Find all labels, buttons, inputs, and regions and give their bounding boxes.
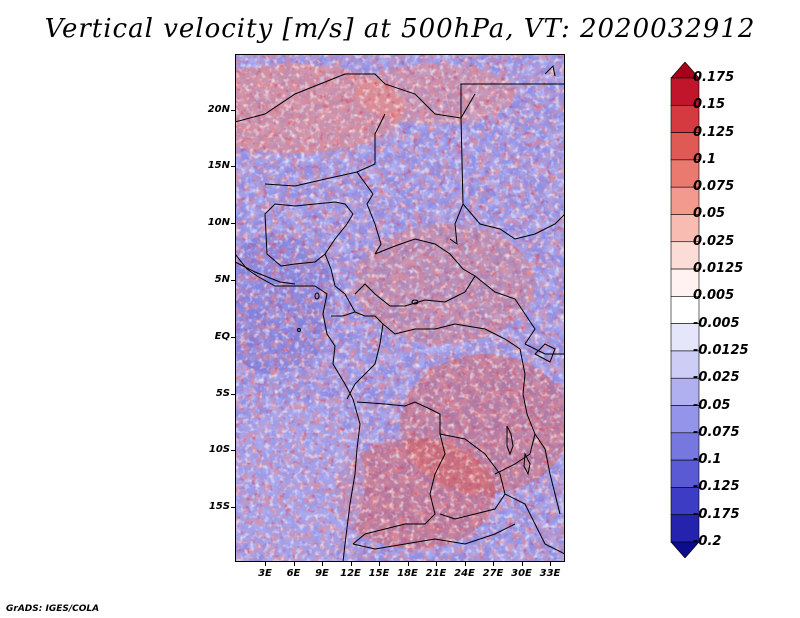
lon-label-24e: 24E (454, 568, 475, 579)
country-borders (235, 64, 565, 562)
colorbar-label: -0.0125 (693, 342, 749, 358)
colorbar-swatch (670, 214, 700, 243)
map-panel (235, 54, 565, 562)
lon-tick (322, 562, 323, 566)
colorbar-swatch (670, 186, 700, 215)
lat-label-10n: 10N (207, 217, 230, 228)
lon-tick (550, 562, 551, 566)
colorbar-swatch (670, 377, 700, 406)
lat-label-5s: 5S (215, 388, 230, 399)
colorbar (670, 62, 700, 558)
noise-white-layer (235, 54, 565, 562)
lon-label-18e: 18E (397, 568, 418, 579)
lon-label-12e: 12E (340, 568, 361, 579)
colorbar-swatch (670, 487, 700, 516)
lat-label-20n: 20N (207, 104, 230, 115)
colorbar-swatch (670, 268, 700, 297)
colorbar-label: 0.125 (693, 124, 735, 140)
lat-label-eq: EQ (214, 331, 230, 342)
colorbar-label: 0.1 (693, 151, 717, 167)
colorbar-label: 0.05 (693, 206, 726, 222)
colorbar-swatch (670, 514, 700, 543)
map-title: Vertical velocity [m/s] at 500hPa, VT: 2… (44, 14, 756, 44)
colorbar-label: 0.025 (693, 233, 735, 249)
colorbar-swatch (670, 132, 700, 161)
lat-label-5n: 5N (214, 274, 230, 285)
lon-label-3e: 3E (258, 568, 272, 579)
colorbar-label: -0.2 (693, 534, 722, 549)
lon-tick (436, 562, 437, 566)
lat-tick (231, 337, 235, 338)
lon-label-15e: 15E (368, 568, 390, 579)
lat-label-10s: 10S (208, 444, 230, 455)
colorbar-swatch (670, 104, 700, 133)
colorbar-swatch (670, 541, 700, 558)
lon-tick (493, 562, 494, 566)
lon-label-30e: 30E (511, 568, 532, 579)
lon-tick (521, 562, 523, 566)
lon-tick (293, 562, 295, 566)
lat-label-15s: 15S (208, 501, 230, 512)
lon-tick (350, 562, 352, 566)
lat-tick (231, 394, 235, 395)
colorbar-label: -0.005 (693, 315, 740, 331)
lat-tick (231, 223, 235, 224)
colorbar-label: 0.075 (693, 179, 735, 195)
lat-label-15n: 15N (207, 160, 230, 171)
colorbar-label: 0.0125 (693, 261, 744, 277)
lat-tick (231, 110, 235, 111)
lat-tick (231, 450, 235, 451)
lon-label-6e: 6E (286, 568, 301, 579)
grads-credit: GrADS: IGES/COLA (6, 604, 100, 614)
colorbar-swatch (670, 323, 700, 352)
lon-tick (464, 562, 466, 566)
colorbar-swatch (670, 350, 700, 379)
colorbar-label: -0.075 (693, 424, 740, 440)
colorbar-swatch (670, 405, 700, 434)
colorbar-label: 0.005 (693, 288, 735, 304)
lat-tick (231, 166, 235, 167)
colorbar-label: -0.125 (693, 479, 740, 495)
map-frame (235, 54, 565, 562)
colorbar-label: -0.1 (693, 452, 722, 468)
lon-label-27e: 27E (482, 568, 504, 579)
colorbar-label: -0.175 (693, 506, 740, 522)
colorbar-swatch (670, 459, 700, 488)
lon-tick (265, 562, 266, 566)
colorbar-swatch (670, 241, 700, 270)
lat-tick (231, 507, 235, 508)
colorbar-swatch (670, 432, 700, 461)
lon-tick (407, 562, 409, 566)
velocity-field-map (235, 54, 565, 562)
colorbar-label: 0.15 (693, 97, 726, 113)
colorbar-label: 0.175 (693, 70, 735, 85)
colorbar-label: -0.05 (693, 397, 731, 413)
colorbar-label: -0.025 (693, 370, 740, 386)
colorbar-swatch (670, 77, 700, 106)
lon-label-33e: 33E (539, 568, 561, 579)
lat-tick (231, 280, 235, 281)
colorbar-swatch (670, 159, 700, 188)
lon-label-21e: 21E (425, 568, 447, 579)
lon-tick (379, 562, 380, 566)
lon-label-9e: 9E (315, 568, 329, 579)
